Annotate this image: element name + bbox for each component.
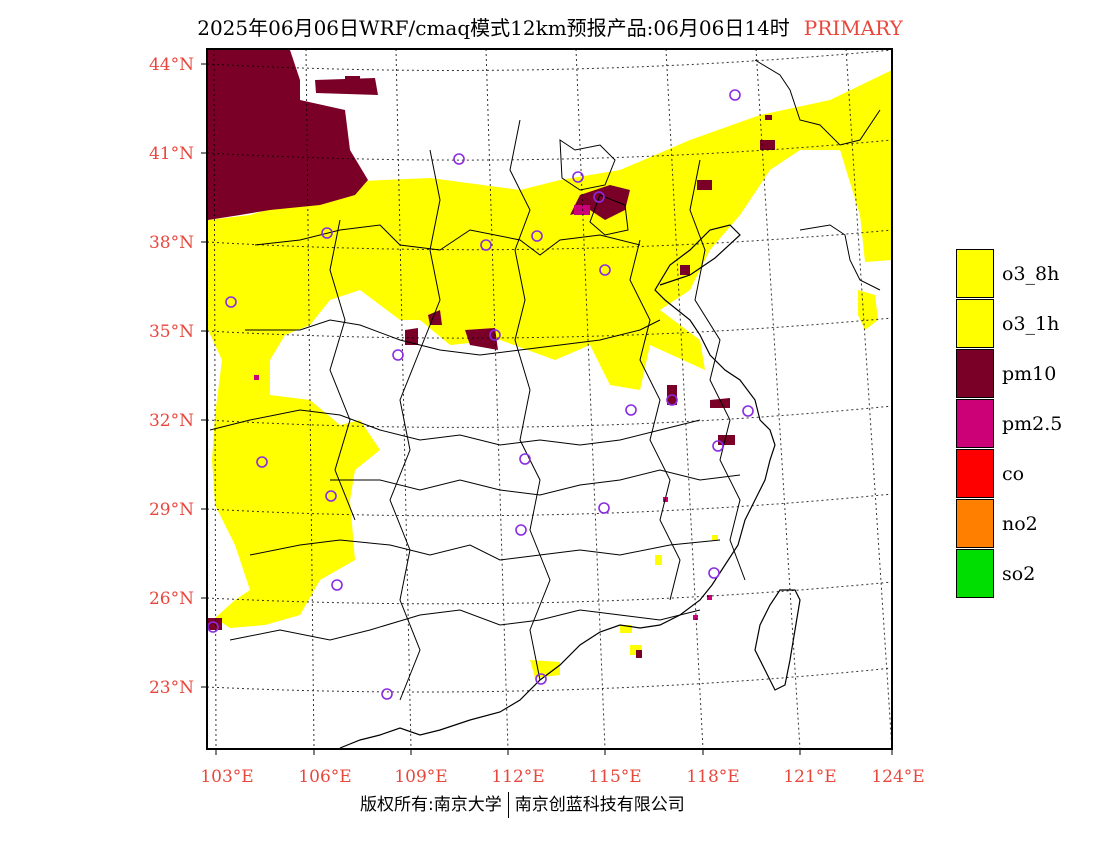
legend-label: o3_1h [1002, 313, 1060, 335]
lat-label: 41°N [149, 144, 194, 164]
legend-label: co [1002, 463, 1025, 485]
lat-label: 32°N [149, 411, 194, 431]
legend-swatch [956, 349, 994, 398]
province-boundaries [209, 59, 881, 701]
legend-item-pm25: pm2.5 [956, 399, 1096, 449]
lon-label: 115°E [588, 767, 641, 787]
lon-label: 106°E [298, 767, 351, 787]
lat-label: 29°N [149, 500, 194, 520]
lat-label: 23°N [149, 678, 194, 698]
station-markers [207, 89, 754, 700]
legend-label: so2 [1002, 563, 1036, 585]
lat-label: 35°N [149, 322, 194, 342]
legend-item-o3-8h: o3_8h [956, 249, 1096, 299]
lon-label: 112°E [491, 767, 544, 787]
taiwan-outline [754, 589, 801, 691]
graticule [207, 49, 892, 749]
lat-label: 38°N [149, 233, 194, 253]
lon-label: 121°E [783, 767, 836, 787]
copyright-left: 版权所有:南京大学 [360, 795, 502, 815]
legend-item-co: co [956, 449, 1096, 499]
legend-item-so2: so2 [956, 549, 1096, 599]
legend-item-no2: no2 [956, 499, 1096, 549]
legend-item-o3-1h: o3_1h [956, 299, 1096, 349]
legend-item-pm10: pm10 [956, 349, 1096, 399]
lon-label: 124°E [871, 767, 924, 787]
legend-swatch [956, 249, 994, 298]
axis-ticks [201, 63, 893, 755]
legend-swatch [956, 299, 994, 348]
legend-label: no2 [1002, 513, 1038, 535]
lon-label: 103°E [200, 767, 253, 787]
legend-swatch [956, 549, 994, 598]
primary-tag: PRIMARY [803, 16, 903, 40]
legend-swatch [956, 449, 994, 498]
footer-divider [507, 792, 509, 818]
legend-label: o3_8h [1002, 263, 1060, 285]
map-title: 2025年06月06日WRF/cmaq模式12km预报产品:06月06日14时 P… [0, 12, 1100, 41]
lat-label: 26°N [149, 589, 194, 609]
lon-label: 118°E [686, 767, 739, 787]
lon-label: 109°E [394, 767, 447, 787]
lat-label: 44°N [149, 55, 194, 75]
copyright-footer: 版权所有:南京大学 南京创蓝科技有限公司 [360, 790, 685, 818]
longitude-labels: 103°E 106°E 109°E 112°E 115°E 118°E 121°… [200, 767, 924, 787]
copyright-right: 南京创蓝科技有限公司 [514, 795, 685, 815]
title-text: 2025年06月06日WRF/cmaq模式12km预报产品:06月06日14时 [197, 16, 790, 40]
legend-label: pm10 [1002, 363, 1057, 385]
legend-swatch [956, 499, 994, 548]
map-frame [206, 48, 893, 750]
latitude-labels: 44°N 41°N 38°N 35°N 32°N 29°N 26°N 23°N [149, 55, 194, 698]
legend-swatch [956, 399, 994, 448]
coastline [339, 224, 776, 749]
legend-label: pm2.5 [1002, 413, 1063, 435]
